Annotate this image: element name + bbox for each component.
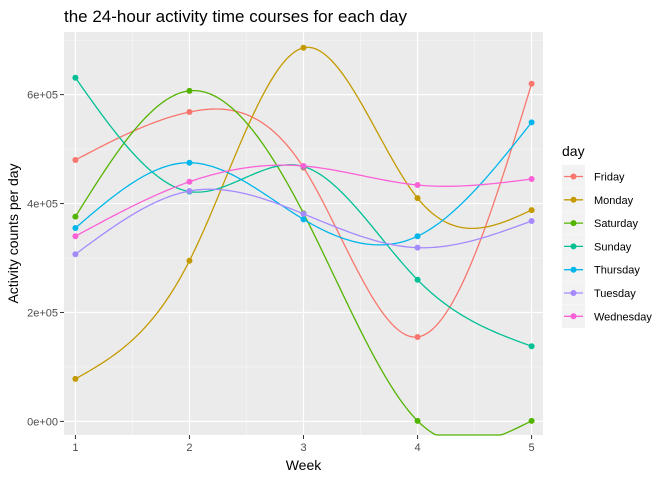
legend-item-friday: Friday	[562, 165, 625, 188]
data-point-friday	[414, 333, 421, 340]
data-point-thursday	[528, 119, 535, 126]
data-point-tuesday	[528, 217, 535, 224]
data-point-tuesday	[414, 244, 421, 251]
data-point-monday	[528, 207, 535, 214]
legend-item-label: Saturday	[594, 218, 639, 230]
data-point-friday	[528, 80, 535, 87]
legend: day Friday Monday Saturday Sunday Thursday Tu…	[562, 143, 652, 328]
data-point-friday	[72, 156, 79, 163]
data-point-wednesday	[186, 178, 193, 185]
x-tick-label: 3	[300, 442, 306, 454]
data-point-monday	[186, 257, 193, 264]
data-point-saturday	[414, 417, 421, 424]
chart-title: the 24-hour activity time courses for ea…	[64, 7, 407, 26]
legend-item-label: Friday	[594, 172, 625, 184]
x-tick-label: 4	[414, 442, 420, 454]
data-point-monday	[72, 375, 79, 382]
data-point-monday	[414, 195, 421, 202]
data-point-saturday	[528, 417, 535, 424]
legend-key-point	[570, 173, 577, 180]
legend-item-label: Thursday	[594, 265, 640, 277]
legend-key-point	[570, 243, 577, 250]
legend-item-wednesday: Wednesday	[562, 304, 652, 328]
data-point-wednesday	[300, 162, 307, 169]
legend-key-point	[570, 290, 577, 296]
data-point-sunday	[528, 343, 535, 350]
y-axis: 0e+00 2e+05 4e+05 6e+05	[27, 90, 64, 428]
data-point-tuesday	[72, 251, 79, 258]
legend-item-label: Tuesday	[594, 288, 636, 300]
data-point-wednesday	[72, 233, 79, 240]
x-tick-label: 5	[529, 442, 535, 454]
x-tick-label: 1	[72, 442, 78, 454]
legend-item-label: Monday	[594, 195, 634, 207]
data-point-sunday	[414, 276, 421, 283]
data-point-thursday	[414, 233, 421, 240]
legend-items: Friday Monday Saturday Sunday Thursday Tuesda…	[562, 165, 652, 328]
grid-major	[64, 32, 543, 435]
legend-item-thursday: Thursday	[562, 258, 640, 282]
legend-item-label: Sunday	[594, 241, 632, 253]
legend-item-label: Wednesday	[594, 311, 652, 323]
y-tick-label: 2e+05	[27, 307, 58, 319]
data-point-wednesday	[414, 182, 421, 189]
data-point-thursday	[300, 216, 307, 223]
y-tick-label: 0e+00	[27, 416, 58, 428]
legend-item-sunday: Sunday	[562, 234, 632, 258]
x-axis: 1 2 3 4 5	[72, 435, 535, 454]
x-tick-label: 2	[186, 442, 192, 454]
legend-key-point	[570, 266, 577, 273]
data-point-monday	[300, 44, 307, 51]
data-point-sunday	[72, 74, 79, 81]
x-axis-title: Week	[286, 457, 323, 473]
legend-item-saturday: Saturday	[562, 211, 639, 235]
data-point-saturday	[186, 87, 193, 94]
data-point-saturday	[72, 213, 79, 220]
data-point-tuesday	[186, 188, 193, 195]
y-tick-label: 6e+05	[27, 90, 58, 102]
legend-item-tuesday: Tuesday	[562, 281, 636, 305]
data-point-wednesday	[528, 176, 535, 183]
legend-item-monday: Monday	[562, 188, 634, 212]
y-axis-title: Activity counts per day	[5, 163, 21, 303]
data-point-thursday	[186, 159, 193, 166]
legend-key-point	[570, 196, 577, 203]
legend-key-point	[570, 220, 577, 227]
y-tick-label: 4e+05	[27, 199, 58, 211]
data-point-thursday	[72, 225, 79, 232]
data-point-friday	[186, 109, 193, 116]
legend-key-point	[570, 313, 577, 320]
series-points	[72, 44, 535, 424]
legend-title: day	[562, 143, 585, 159]
data-point-tuesday	[300, 210, 307, 217]
